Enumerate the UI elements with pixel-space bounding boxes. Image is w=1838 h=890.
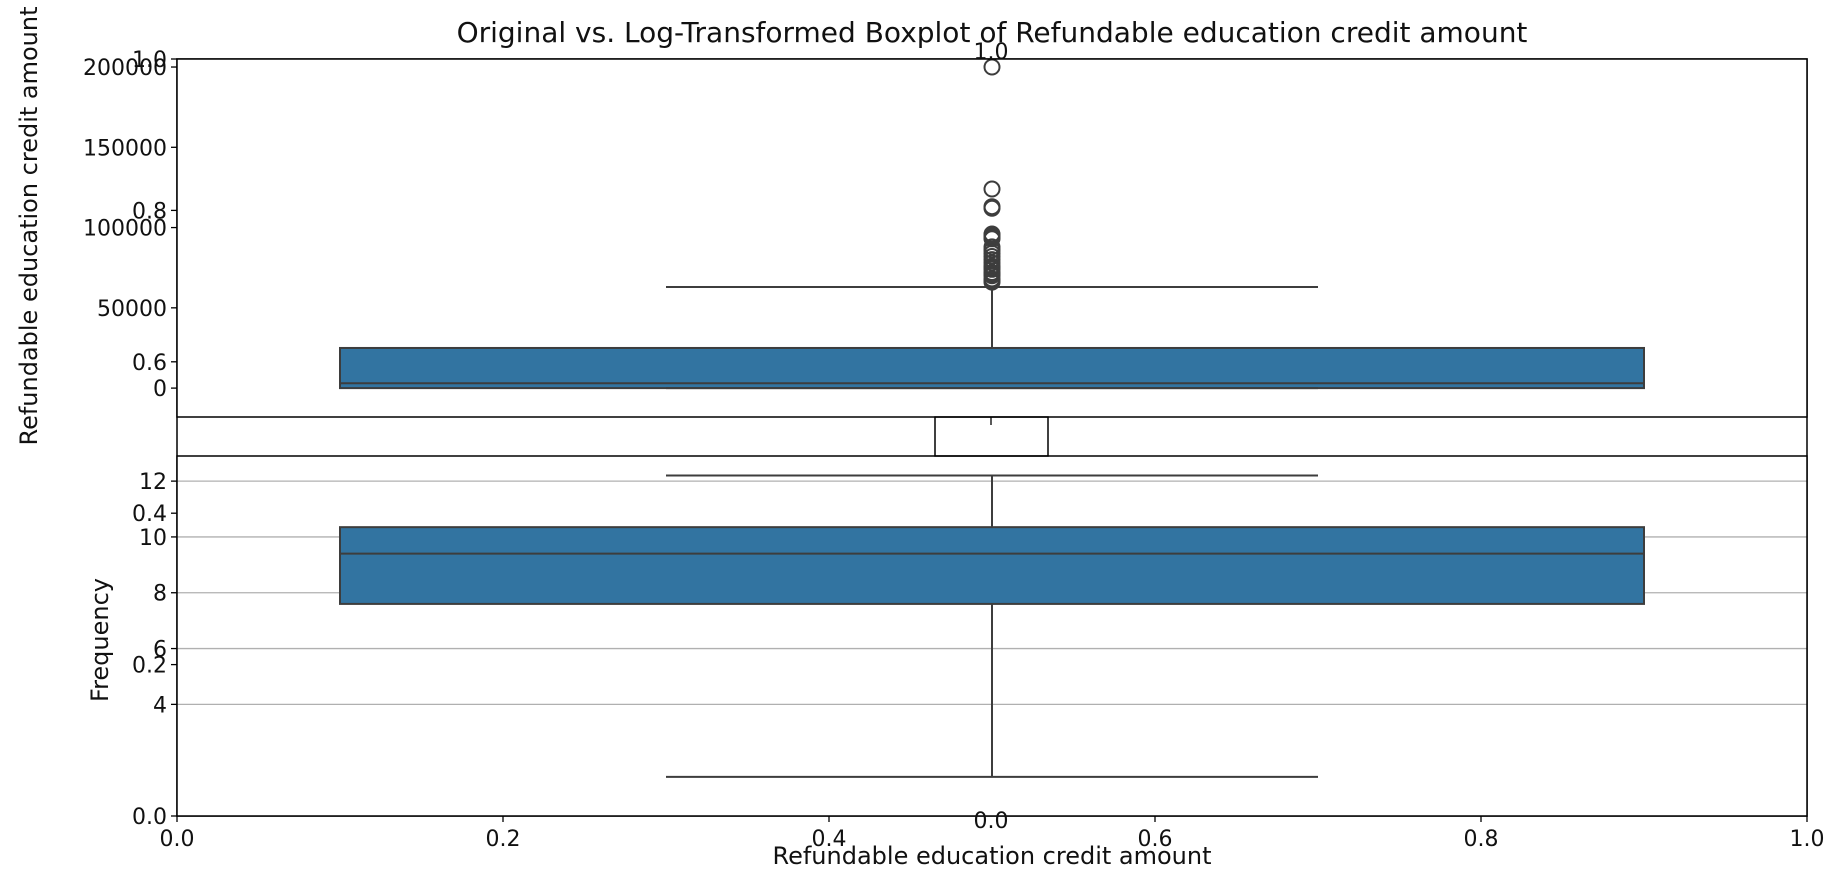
overlay-axes: 1.0 0.0 bbox=[934, 40, 1049, 834]
overlay-bottom-tick-label: 0.0 bbox=[974, 809, 1009, 834]
original-outlier-point bbox=[983, 273, 1001, 291]
background-y-tick-label: 0.6 bbox=[132, 351, 167, 376]
log-y-tick-label: 8 bbox=[153, 582, 167, 607]
background-axes: 0.0 0.2 0.4 0.6 0.8 1.0 0.0 0.2 0.4 0.6 0.8 1.0 bbox=[132, 48, 1825, 852]
original-y-tick-label: 150000 bbox=[83, 136, 167, 161]
original-y-tick-label: 0 bbox=[153, 377, 167, 402]
background-y-tick-label: 1.0 bbox=[132, 48, 167, 73]
original-outlier-point bbox=[983, 180, 1001, 198]
background-y-tick-label: 0.0 bbox=[132, 805, 167, 830]
original-outlier-point bbox=[983, 199, 1001, 217]
background-x-tick-label: 0.0 bbox=[160, 827, 195, 852]
background-y-tick-label: 0.2 bbox=[132, 654, 167, 679]
log-y-tick-label: 10 bbox=[139, 526, 167, 551]
top-y-axis-label: Refundable education credit amount bbox=[15, 6, 43, 445]
original-y-tick-label: 50000 bbox=[97, 297, 167, 322]
x-axis-label: Refundable education credit amount bbox=[772, 842, 1211, 870]
overlay-top-tick-label: 1.0 bbox=[974, 40, 1009, 65]
original-y-tick-label: 200000 bbox=[83, 56, 167, 81]
original-boxplot-axes: 0 50000 100000 150000 200000 bbox=[83, 56, 1808, 418]
chart-title: Original vs. Log-Transformed Boxplot of … bbox=[457, 16, 1528, 49]
background-y-tick-label: 0.8 bbox=[132, 199, 167, 224]
log-boxplot-axes: 4 6 8 10 12 bbox=[139, 455, 1808, 817]
log-y-tick-label: 6 bbox=[153, 638, 167, 663]
log-y-tick-label: 12 bbox=[139, 470, 167, 495]
log-y-tick-label: 4 bbox=[153, 693, 167, 718]
background-y-tick-label: 0.4 bbox=[132, 502, 167, 527]
background-x-tick-label: 1.0 bbox=[1790, 827, 1825, 852]
original-y-tick-label: 100000 bbox=[83, 217, 167, 242]
background-x-tick-label: 0.2 bbox=[486, 827, 521, 852]
background-x-tick-label: 0.6 bbox=[1138, 827, 1173, 852]
bottom-y-axis-label: Frequency bbox=[86, 578, 114, 702]
original-box bbox=[339, 346, 1645, 390]
log-box bbox=[339, 526, 1645, 605]
background-x-tick-label: 0.8 bbox=[1464, 827, 1499, 852]
background-x-tick-label: 0.4 bbox=[812, 827, 847, 852]
